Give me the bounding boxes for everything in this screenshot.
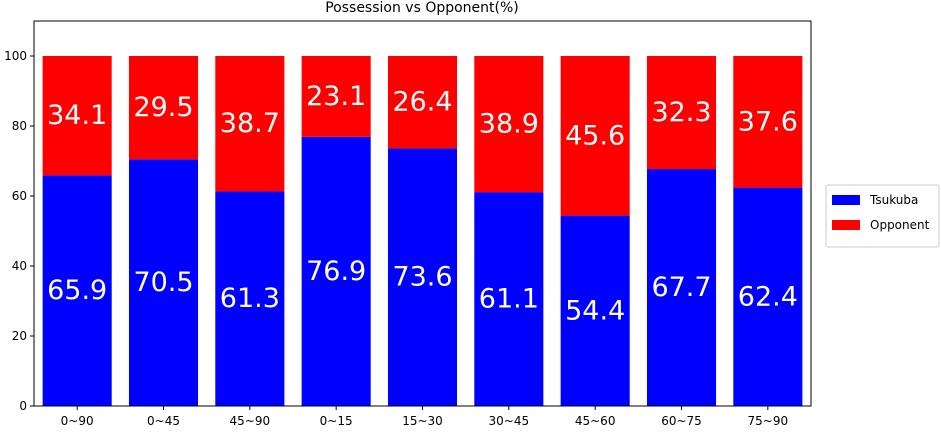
legend-swatch-opponent	[832, 220, 860, 230]
data-label-tsukuba-5: 61.1	[479, 284, 539, 315]
bar-tsukuba-2	[215, 191, 285, 406]
legend-swatch-tsukuba	[832, 195, 860, 205]
bar-tsukuba-7	[646, 169, 717, 406]
data-label-opponent-2: 38.7	[220, 108, 280, 139]
data-label-tsukuba-0: 65.9	[47, 275, 107, 306]
data-label-tsukuba-2: 61.3	[220, 283, 280, 314]
x-tick-label-4: 15~30	[402, 414, 443, 428]
x-tick-label-6: 45~60	[575, 414, 616, 428]
data-label-opponent-4: 26.4	[392, 87, 452, 118]
bar-tsukuba-4	[387, 148, 458, 406]
data-label-tsukuba-7: 67.7	[651, 272, 711, 303]
data-label-opponent-5: 38.9	[479, 109, 539, 140]
bar-tsukuba-3	[301, 136, 371, 406]
x-tick-label-0: 0~90	[61, 414, 94, 428]
data-label-tsukuba-6: 54.4	[565, 295, 625, 326]
bar-opponent-6	[560, 56, 630, 216]
legend-label-tsukuba: Tsukuba	[869, 193, 918, 207]
axes-layer: 0 20 40 60 80 100 0~90 0~45 45~90 0~15 15~30 30~45 4…	[4, 20, 812, 428]
legend: Tsukuba Opponent	[825, 184, 940, 248]
x-tick-label-5: 30~45	[489, 414, 530, 428]
y-tick-label-20: 20	[12, 329, 27, 343]
bar-opponent-8	[733, 56, 803, 188]
bar-tsukuba-0	[42, 175, 112, 406]
data-label-opponent-3: 23.1	[306, 81, 366, 112]
data-labels-layer: 65.9 34.1 70.5 29.5 61.3 38.7 76.9 23.1 73.6 26.4…	[47, 81, 798, 326]
y-tick-label-40: 40	[12, 259, 27, 273]
data-label-opponent-0: 34.1	[47, 100, 107, 131]
bar-opponent-5	[474, 56, 544, 193]
y-tick-label-80: 80	[12, 119, 27, 133]
bar-opponent-4	[387, 56, 458, 149]
bar-opponent-2	[215, 56, 285, 192]
x-tick-label-7: 60~75	[661, 414, 702, 428]
bar-tsukuba-1	[128, 159, 199, 406]
x-tick-label-1: 0~45	[147, 414, 180, 428]
y-tick-label-0: 0	[19, 399, 27, 413]
bars-layer	[42, 56, 803, 406]
bar-opponent-3	[301, 56, 371, 137]
data-label-opponent-7: 32.3	[651, 97, 711, 128]
y-tick-label-100: 100	[4, 49, 27, 63]
chart-title: Possession vs Opponent(%)	[325, 0, 519, 16]
bar-opponent-0	[42, 56, 112, 176]
legend-label-opponent: Opponent	[870, 218, 930, 232]
data-label-opponent-8: 37.6	[738, 106, 798, 137]
data-label-opponent-1: 29.5	[133, 92, 193, 123]
bar-tsukuba-8	[733, 187, 803, 406]
bar-opponent-1	[128, 56, 199, 160]
data-label-opponent-6: 45.6	[565, 120, 625, 151]
x-tick-label-8: 75~90	[748, 414, 789, 428]
data-label-tsukuba-1: 70.5	[133, 267, 193, 298]
y-tick-label-60: 60	[12, 189, 27, 203]
data-label-tsukuba-8: 62.4	[738, 281, 798, 312]
data-label-tsukuba-4: 73.6	[392, 262, 452, 293]
data-label-tsukuba-3: 76.9	[306, 256, 366, 287]
x-tick-label-3: 0~15	[320, 414, 353, 428]
bar-opponent-7	[646, 56, 717, 170]
bar-tsukuba-5	[474, 192, 544, 406]
x-tick-label-2: 45~90	[230, 414, 271, 428]
bar-tsukuba-6	[560, 215, 630, 406]
